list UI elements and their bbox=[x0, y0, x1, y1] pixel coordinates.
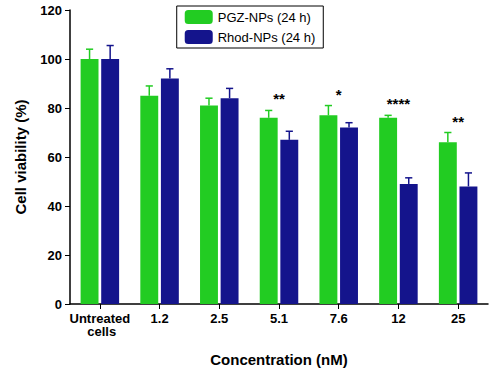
svg-text:Rhod-NPs (24 h): Rhod-NPs (24 h) bbox=[218, 30, 316, 45]
svg-text:Untreated: Untreated bbox=[69, 311, 131, 326]
svg-text:PGZ-NPs (24 h): PGZ-NPs (24 h) bbox=[218, 10, 311, 25]
svg-text:5.1: 5.1 bbox=[270, 311, 288, 326]
svg-text:**: ** bbox=[452, 113, 464, 130]
svg-text:0: 0 bbox=[55, 297, 62, 312]
svg-text:7.6: 7.6 bbox=[330, 311, 348, 326]
svg-text:*: * bbox=[336, 86, 342, 103]
svg-text:40: 40 bbox=[48, 199, 62, 214]
svg-text:cells: cells bbox=[84, 324, 117, 339]
svg-text:120: 120 bbox=[40, 3, 62, 18]
svg-text:**: ** bbox=[273, 90, 285, 107]
svg-text:1.2: 1.2 bbox=[151, 311, 169, 326]
svg-text:80: 80 bbox=[48, 101, 62, 116]
svg-text:60: 60 bbox=[48, 150, 62, 165]
svg-text:12: 12 bbox=[391, 311, 405, 326]
svg-text:****: **** bbox=[387, 95, 411, 112]
svg-text:Cell viability (%): Cell viability (%) bbox=[12, 99, 29, 214]
svg-text:Concentration (nM): Concentration (nM) bbox=[210, 351, 347, 368]
svg-text:100: 100 bbox=[40, 52, 62, 67]
svg-text:25: 25 bbox=[451, 311, 465, 326]
svg-text:2.5: 2.5 bbox=[210, 311, 228, 326]
svg-text:20: 20 bbox=[48, 248, 62, 263]
